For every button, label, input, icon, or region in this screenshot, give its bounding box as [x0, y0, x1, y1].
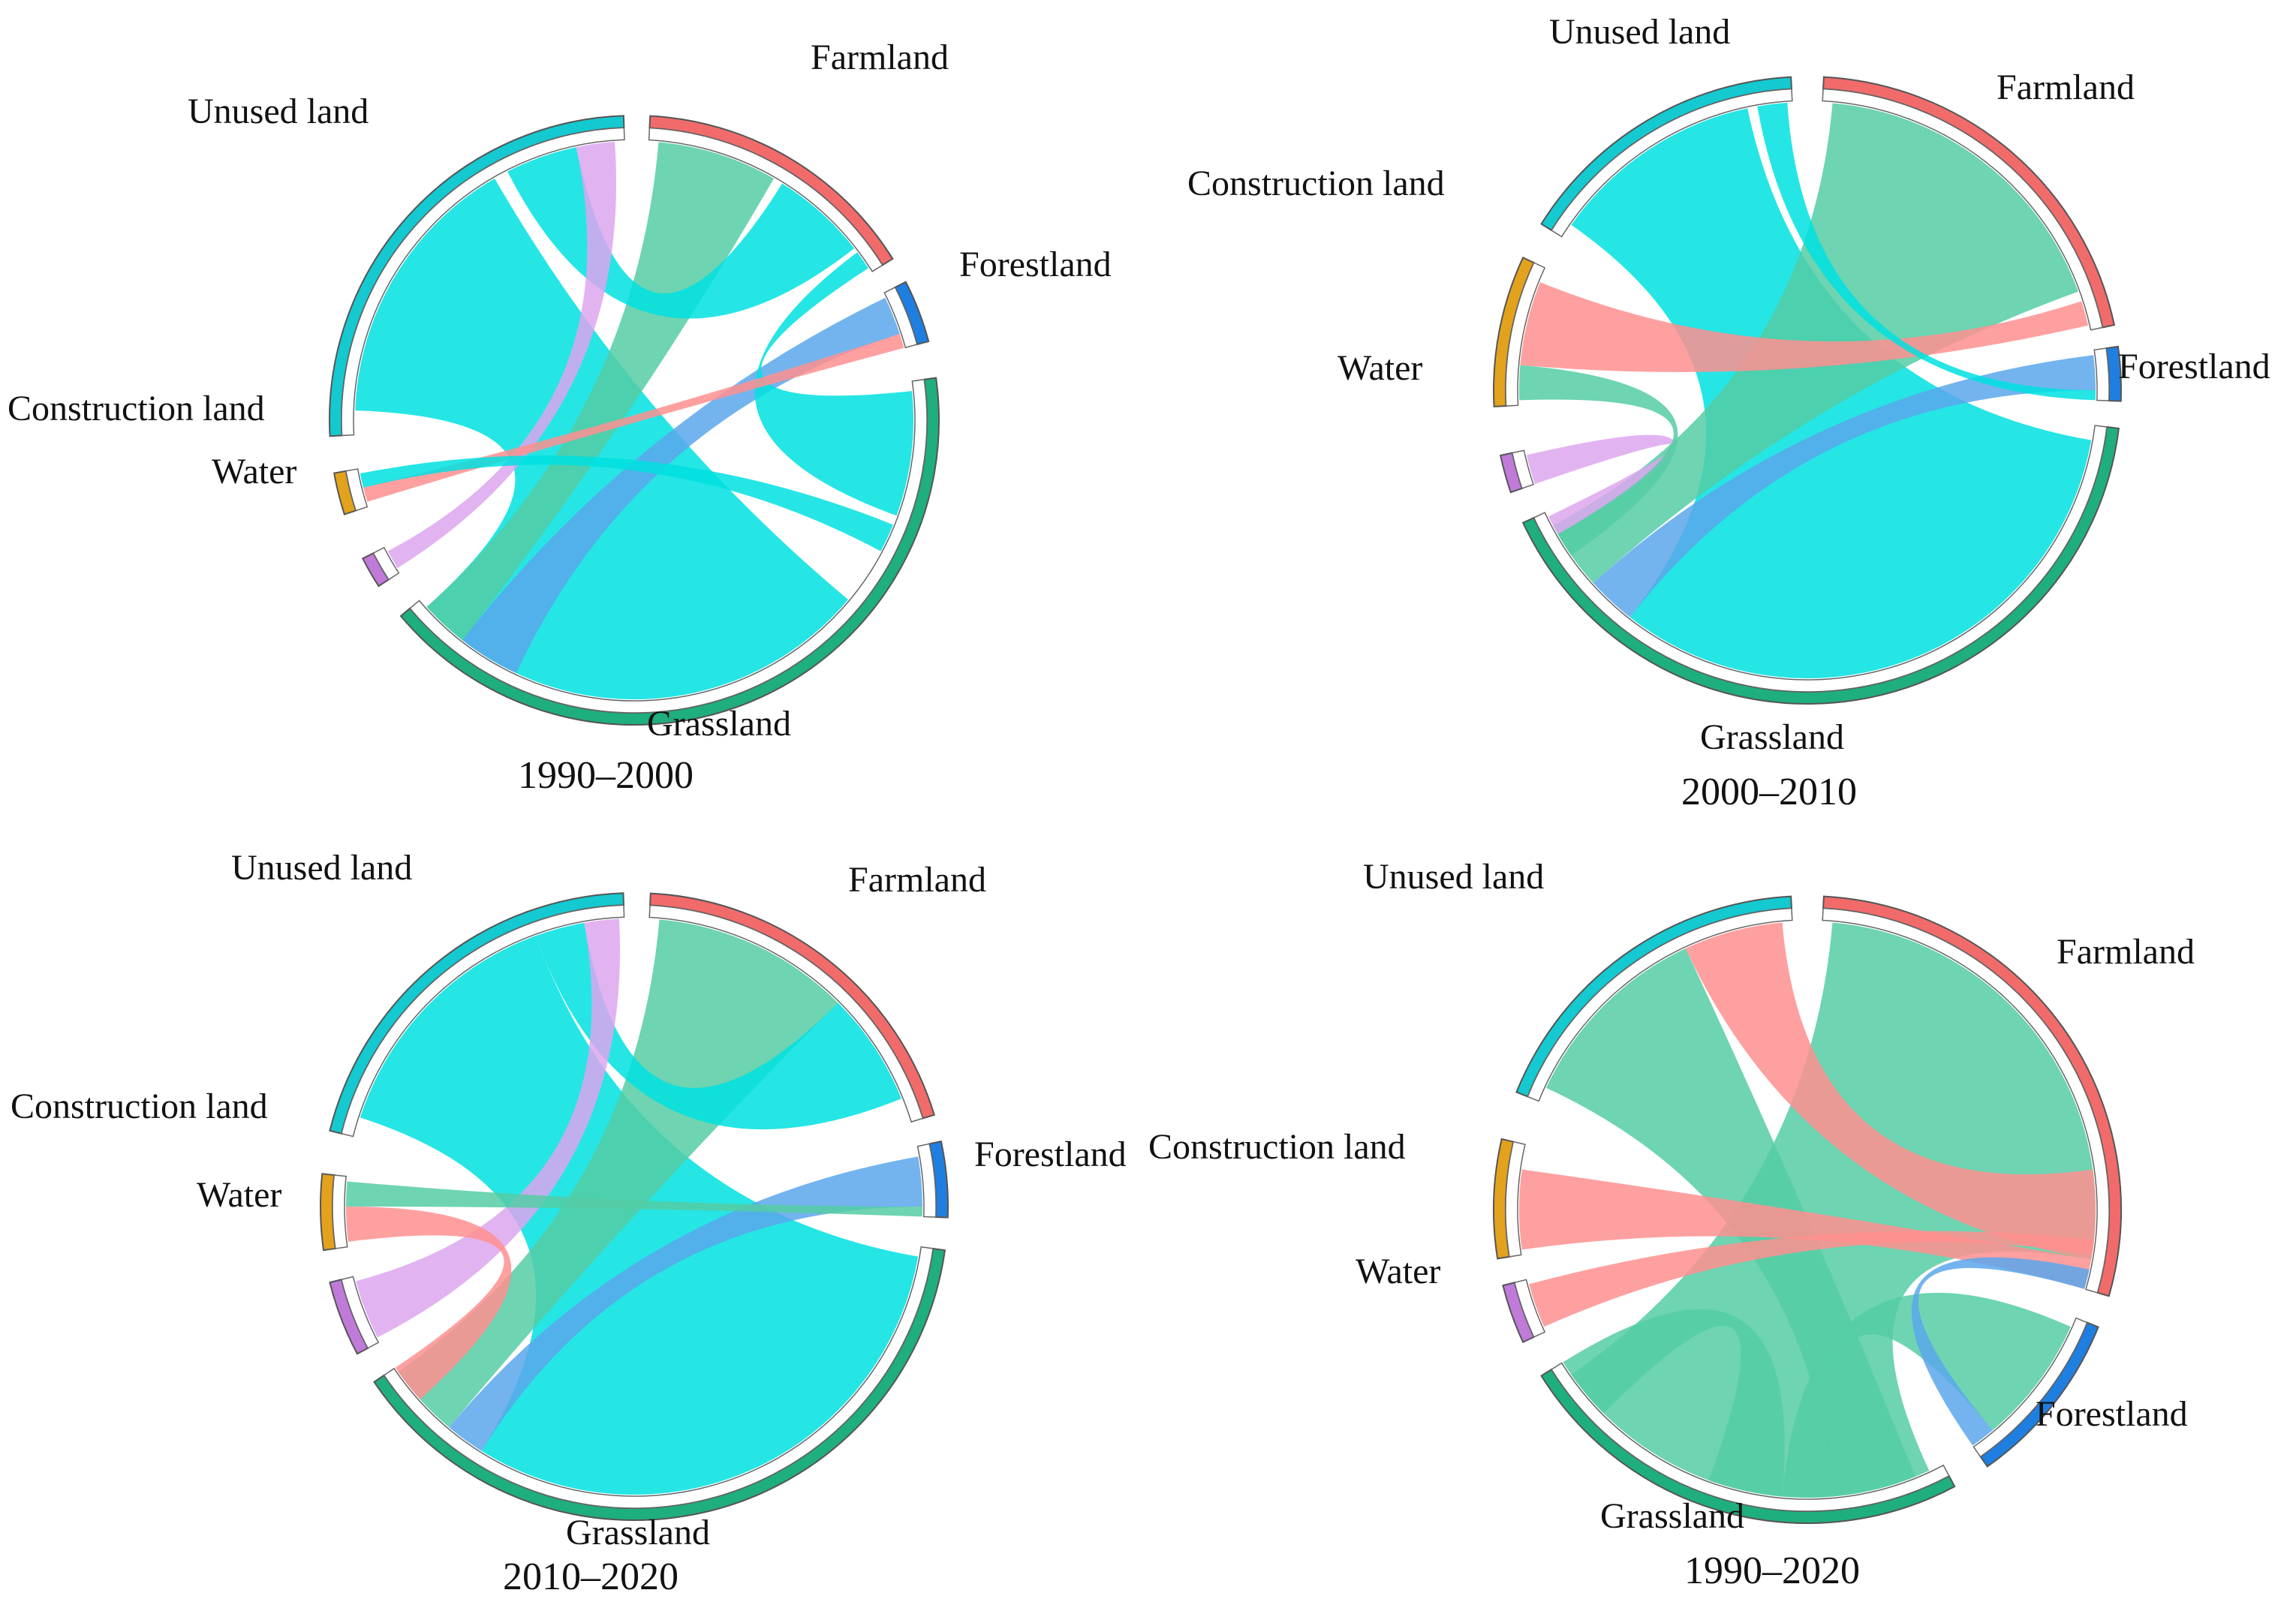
- sector-inner-construction-land: [345, 468, 369, 512]
- sector-inner-farmland: [1822, 907, 2110, 1294]
- label-water-2010-2020: Water: [197, 1175, 281, 1215]
- ribbon-water-to-grassland: [1526, 434, 1675, 534]
- ribbon-construction-land-to-grassland: [346, 1207, 512, 1399]
- sector-inner-construction-land: [1505, 262, 1546, 407]
- chord-panel-1990-2000: Farmland Forestland Grassland Water Cons…: [8, 38, 1112, 797]
- sector-inner-unused-land: [341, 904, 625, 1138]
- ribbon-unused-land-to-farmland: [535, 922, 902, 1130]
- sector-inner-forestland: [2093, 347, 2110, 401]
- ribbon-construction-land-to-grassland: [360, 455, 893, 552]
- sector-inner-water: [341, 1276, 380, 1349]
- label-construction-2000-2010: Construction land: [1187, 164, 1445, 203]
- ribbon-unused-land-to-farmland: [1685, 922, 2096, 1260]
- label-farmland-2010-2020: Farmland: [848, 860, 986, 900]
- label-construction-2010-2020: Construction land: [11, 1087, 268, 1126]
- chord-panel-2000-2010: Farmland Forestland Grassland Water Cons…: [1187, 12, 2270, 813]
- period-title-1990-2020: 1990–2020: [1684, 1549, 1860, 1592]
- sectors-2000-2010: [1493, 76, 2123, 705]
- ribbons-1990-2000: [355, 141, 913, 699]
- label-unused-1990-2020: Unused land: [1363, 857, 1544, 897]
- ribbon-grassland-to-grassland: [1563, 1309, 1785, 1497]
- sector-inner-farmland: [648, 904, 924, 1123]
- sector-inner-forestland: [1973, 1317, 2088, 1458]
- ribbon-grassland-to-farmland: [426, 142, 774, 641]
- ribbons-2010-2020: [346, 918, 922, 1495]
- chord-panel-1990-2020: Farmland Forestland Grassland Water Cons…: [1148, 857, 2195, 1592]
- label-construction-1990-2000: Construction land: [8, 389, 265, 428]
- sector-inner-grassland: [383, 1246, 934, 1509]
- ribbon-grassland-to-forestland: [1593, 355, 2096, 618]
- label-farmland-1990-2020: Farmland: [2057, 932, 2195, 972]
- sector-inner-unused-land: [1527, 907, 1793, 1102]
- sectors-1990-2020: [1493, 895, 2123, 1524]
- period-title-2010-2020: 2010–2020: [503, 1555, 679, 1598]
- sector-inner-farmland: [1822, 88, 2104, 331]
- sector-inner-grassland: [1551, 1362, 1950, 1512]
- ribbon-construction-land-to-grassland: [1519, 365, 1678, 556]
- sector-inner-construction-land: [332, 1174, 348, 1249]
- label-construction-1990-2020: Construction land: [1148, 1127, 1406, 1167]
- sectors-2010-2020: [320, 892, 949, 1521]
- label-grassland-1990-2000: Grassland: [647, 704, 791, 744]
- sector-inner-water: [1511, 449, 1534, 489]
- ribbon-construction-land-to-farmland: [1520, 282, 2089, 372]
- ribbon-water-to-unused-land: [356, 918, 621, 1338]
- sector-inner-grassland: [1533, 425, 2108, 693]
- sector-inner-forestland: [916, 1143, 937, 1218]
- label-unused-2000-2010: Unused land: [1549, 12, 1730, 52]
- label-water-1990-2020: Water: [1356, 1252, 1440, 1291]
- ribbon-grassland-to-farmland: [398, 919, 838, 1428]
- label-farmland-1990-2000: Farmland: [811, 38, 949, 77]
- label-forestland-1990-2000: Forestland: [959, 245, 1112, 284]
- label-grassland-2010-2020: Grassland: [566, 1513, 710, 1552]
- label-forestland-2000-2010: Forestland: [2118, 347, 2270, 386]
- ribbon-water-to-unused-land: [387, 141, 617, 569]
- ribbon-grassland-to-forestland: [449, 1156, 922, 1451]
- ribbon-grassland-to-forestland: [462, 297, 900, 674]
- label-farmland-2000-2010: Farmland: [1997, 68, 2135, 107]
- label-forestland-2010-2020: Forestland: [974, 1135, 1127, 1174]
- chord-panel-2010-2020: Farmland Forestland Grassland Water Cons…: [11, 848, 1127, 1598]
- sector-inner-farmland: [648, 127, 883, 272]
- sector-inner-unused-land: [1551, 88, 1793, 238]
- ribbon-construction-land-to-farmland: [1519, 1169, 2092, 1289]
- label-water-2000-2010: Water: [1338, 348, 1422, 388]
- label-water-1990-2000: Water: [212, 452, 296, 491]
- period-title-1990-2000: 1990–2000: [518, 754, 694, 797]
- sectors-1990-2000: [329, 115, 940, 726]
- label-unused-2010-2020: Unused land: [231, 848, 412, 888]
- ribbon-water-to-farmland: [1529, 1231, 2094, 1327]
- ribbons-2000-2010: [1519, 102, 2096, 679]
- ribbon-grassland-to-farmland: [1571, 922, 2096, 1498]
- sector-inner-water: [1514, 1279, 1546, 1338]
- ribbons-1990-2020: [1519, 922, 2096, 1498]
- sector-inner-grassland: [409, 378, 928, 714]
- sector-inner-water: [372, 546, 400, 581]
- label-grassland-2000-2010: Grassland: [1700, 717, 1844, 757]
- ribbon-forestland-to-grassland: [1782, 1292, 2071, 1498]
- ribbon-farmland-to-forestland: [1911, 1257, 2090, 1446]
- ribbon-construction-land-to-forestland: [346, 1181, 922, 1217]
- label-unused-1990-2000: Unused land: [188, 92, 369, 131]
- label-forestland-1990-2020: Forestland: [2036, 1394, 2188, 1434]
- sector-inner-forestland: [883, 286, 918, 349]
- period-title-2000-2010: 2000–2010: [1681, 771, 1857, 813]
- sector-inner-construction-land: [1505, 1141, 1526, 1258]
- ribbon-grassland-to-unused-land: [360, 936, 919, 1495]
- label-grassland-1990-2020: Grassland: [1600, 1496, 1744, 1536]
- sector-inner-unused-land: [341, 127, 625, 437]
- ribbon-farmland-to-grassland: [754, 252, 913, 516]
